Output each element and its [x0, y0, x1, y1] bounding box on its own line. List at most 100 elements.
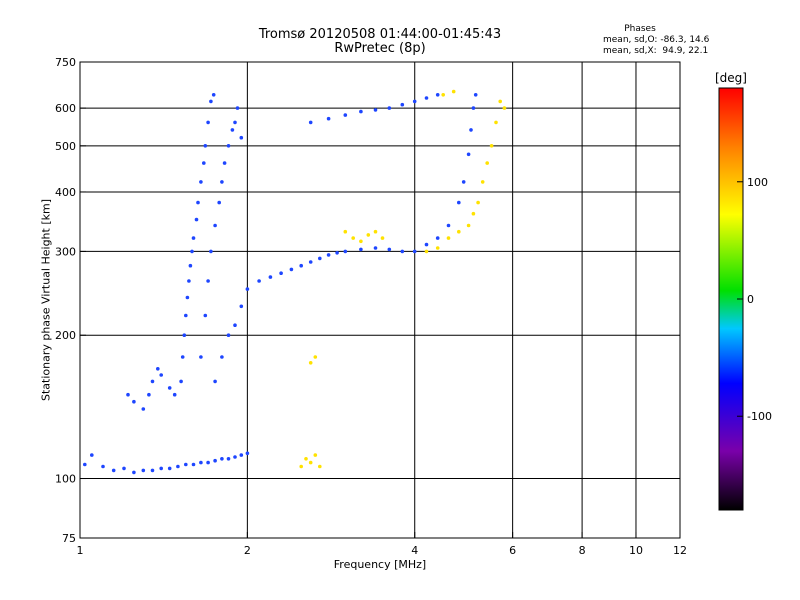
data-point-o [150, 379, 155, 384]
phases-heading: Phases [624, 24, 656, 34]
data-point-o [213, 379, 217, 384]
data-point-o [473, 93, 478, 97]
data-point-o [245, 451, 250, 456]
data-point-o [206, 279, 210, 283]
data-point-o [176, 464, 180, 469]
data-point-o [233, 455, 237, 459]
data-point-o [233, 120, 237, 125]
data-point-o [211, 93, 216, 97]
data-point-o [203, 144, 208, 148]
data-point-o [220, 355, 224, 359]
data-point-o [213, 223, 217, 228]
data-point-o [126, 392, 130, 397]
x-tick-label: 2 [244, 544, 251, 557]
data-point-o [400, 102, 405, 107]
data-point-o [335, 251, 339, 255]
data-point-o [209, 99, 213, 104]
data-point-x [308, 460, 313, 465]
data-point-o [179, 379, 183, 384]
data-point-x [351, 236, 356, 240]
y-tick-label: 600 [55, 102, 76, 115]
data-point-o [343, 249, 348, 254]
data-point-x [451, 89, 456, 94]
data-point-o [167, 386, 172, 390]
data-point-o [199, 355, 203, 359]
data-point-o [435, 93, 440, 97]
data-point-o [226, 333, 231, 338]
data-point-o [233, 323, 237, 328]
data-point-o [268, 275, 273, 279]
data-point-o [206, 120, 210, 125]
data-point-o [387, 247, 392, 252]
data-point-x [446, 236, 451, 240]
data-point-o [132, 470, 136, 475]
data-point-o [359, 109, 363, 114]
data-point-o [209, 249, 213, 254]
colorbar-tick-label: 100 [747, 176, 768, 189]
data-point-o [159, 466, 163, 471]
data-point-o [203, 313, 208, 318]
data-point-x [498, 99, 503, 104]
phases-o-stats: mean, sd,O: -86.3, 14.6 [603, 35, 710, 45]
data-point-o [239, 304, 244, 309]
chart-title: Tromsø 20120508 01:44:00-01:45:43 [258, 27, 502, 42]
data-point-x [318, 464, 322, 469]
data-point-o [202, 161, 206, 165]
data-point-o [359, 247, 363, 252]
data-point-o [213, 458, 217, 463]
data-point-o [220, 180, 224, 184]
data-point-x [489, 144, 494, 148]
x-tick-label: 1 [77, 544, 84, 557]
data-point-o [424, 96, 429, 100]
data-point-o [184, 462, 188, 467]
colorbar-tick-label: -100 [747, 410, 772, 423]
data-point-o [373, 108, 378, 112]
data-point-o [318, 256, 322, 261]
data-point-o [194, 217, 199, 222]
data-point-o [245, 287, 250, 291]
colorbar-label: [deg] [715, 71, 747, 85]
data-point-o [150, 468, 155, 473]
data-point-o [424, 242, 429, 247]
data-point-o [226, 457, 231, 461]
data-point-o [343, 113, 348, 117]
data-point-o [230, 128, 235, 132]
x-axis-label: Frequency [MHz] [333, 558, 427, 571]
data-point-x [373, 229, 378, 234]
y-tick-label: 750 [55, 56, 76, 69]
y-tick-label: 300 [55, 245, 76, 258]
data-point-x [441, 93, 446, 97]
data-point-x [304, 457, 308, 461]
data-point-o [147, 392, 151, 397]
data-point-x [380, 236, 385, 240]
data-point-x [424, 249, 429, 254]
data-point-o [400, 249, 405, 254]
data-point-o [167, 466, 172, 471]
data-point-o [122, 466, 126, 471]
data-point-o [373, 246, 378, 250]
data-point-o [412, 99, 417, 104]
x-tick-label: 12 [673, 544, 687, 557]
data-point-o [199, 180, 203, 184]
y-tick-label: 200 [55, 329, 76, 342]
data-point-o [308, 260, 313, 264]
data-point-x [313, 453, 318, 457]
data-point-o [308, 120, 313, 125]
data-point-o [239, 453, 244, 457]
data-point-o [141, 407, 146, 411]
data-point-x [299, 464, 304, 469]
data-point-o [159, 373, 163, 377]
data-point-x [494, 120, 498, 125]
data-point-o [180, 355, 185, 359]
data-point-o [191, 236, 196, 240]
x-tick-label: 10 [629, 544, 643, 557]
data-point-x [466, 223, 471, 228]
data-point-o [190, 249, 194, 254]
data-point-o [191, 462, 196, 467]
data-point-o [222, 161, 227, 165]
data-point-o [182, 333, 187, 338]
data-point-x [308, 361, 313, 365]
data-point-o [101, 464, 105, 469]
data-point-o [188, 263, 193, 268]
